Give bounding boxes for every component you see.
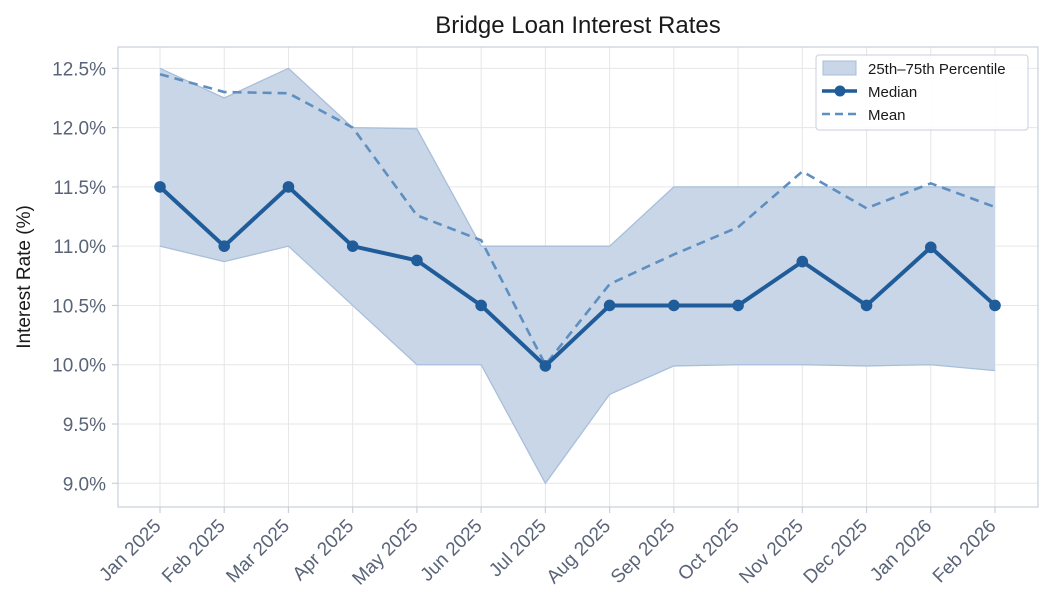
median-point (603, 299, 616, 312)
x-tick-label: Jul 2025 (485, 516, 551, 582)
y-tick-label: 12.0% (52, 119, 106, 140)
series-layer (154, 73, 1001, 372)
x-tick-label: May 2025 (349, 516, 423, 590)
median-point (282, 181, 295, 193)
y-tick-label: 10.5% (52, 296, 106, 317)
x-tick-label: Nov 2025 (735, 516, 807, 588)
median-point (860, 299, 873, 312)
median-point (732, 299, 744, 312)
y-tick-label: 11.0% (54, 237, 107, 258)
median-point (154, 181, 166, 193)
legend-mean-label: Mean (868, 107, 906, 124)
x-tick-label: Mar 2025 (222, 516, 294, 588)
x-tick-label: Jan 2026 (866, 516, 936, 586)
median-point (218, 240, 231, 252)
percentile-band-upper-edge (159, 67, 995, 247)
legend: 25th–75th Percentile Median Mean (815, 54, 1029, 131)
y-axis-title: Interest Rate (%) (14, 205, 35, 349)
median-point (796, 255, 809, 268)
x-tick-label: Aug 2025 (543, 516, 615, 588)
x-tick-label: Oct 2025 (674, 516, 743, 585)
legend-band-label: 25th–75th Percentile (868, 61, 1006, 78)
y-tick-label: 11.5% (54, 178, 107, 199)
percentile-band-lower-edge (159, 245, 996, 485)
median-series-line (158, 184, 997, 368)
median-point (346, 240, 359, 252)
chart-title: Bridge Loan Interest Rates (435, 12, 721, 39)
y-tick-label: 10.0% (52, 356, 106, 377)
x-tick-label: Feb 2026 (929, 516, 1001, 588)
y-tick-label: 9.0% (63, 474, 106, 495)
y-tick-label: 9.5% (63, 415, 106, 436)
median-point (668, 299, 680, 312)
x-tick-label: Feb 2025 (158, 516, 230, 588)
median-point (475, 299, 487, 312)
legend-median-marker (834, 85, 846, 97)
plot-frame (117, 46, 1039, 508)
percentile-band-layer (159, 67, 996, 485)
median-point (989, 299, 1001, 312)
y-tick-label: 12.5% (52, 59, 106, 80)
legend-median-label: Median (868, 84, 917, 101)
x-tick-label: Sep 2025 (607, 516, 679, 588)
y-axis-ticks: 9.0% 9.5% 10.0% 10.5% 11.0% 11.5% 12.0% 12.5% (52, 59, 118, 495)
median-point (924, 241, 937, 254)
x-tick-label: Dec 2025 (800, 516, 872, 588)
mean-series-line (159, 73, 996, 368)
legend-band-swatch (822, 60, 857, 76)
x-tick-label: Jan 2025 (95, 516, 165, 586)
median-point (539, 360, 552, 372)
percentile-band-area (160, 68, 995, 484)
x-tick-label: Jun 2025 (417, 516, 487, 586)
legend-box (815, 54, 1029, 131)
median-point (411, 254, 423, 267)
